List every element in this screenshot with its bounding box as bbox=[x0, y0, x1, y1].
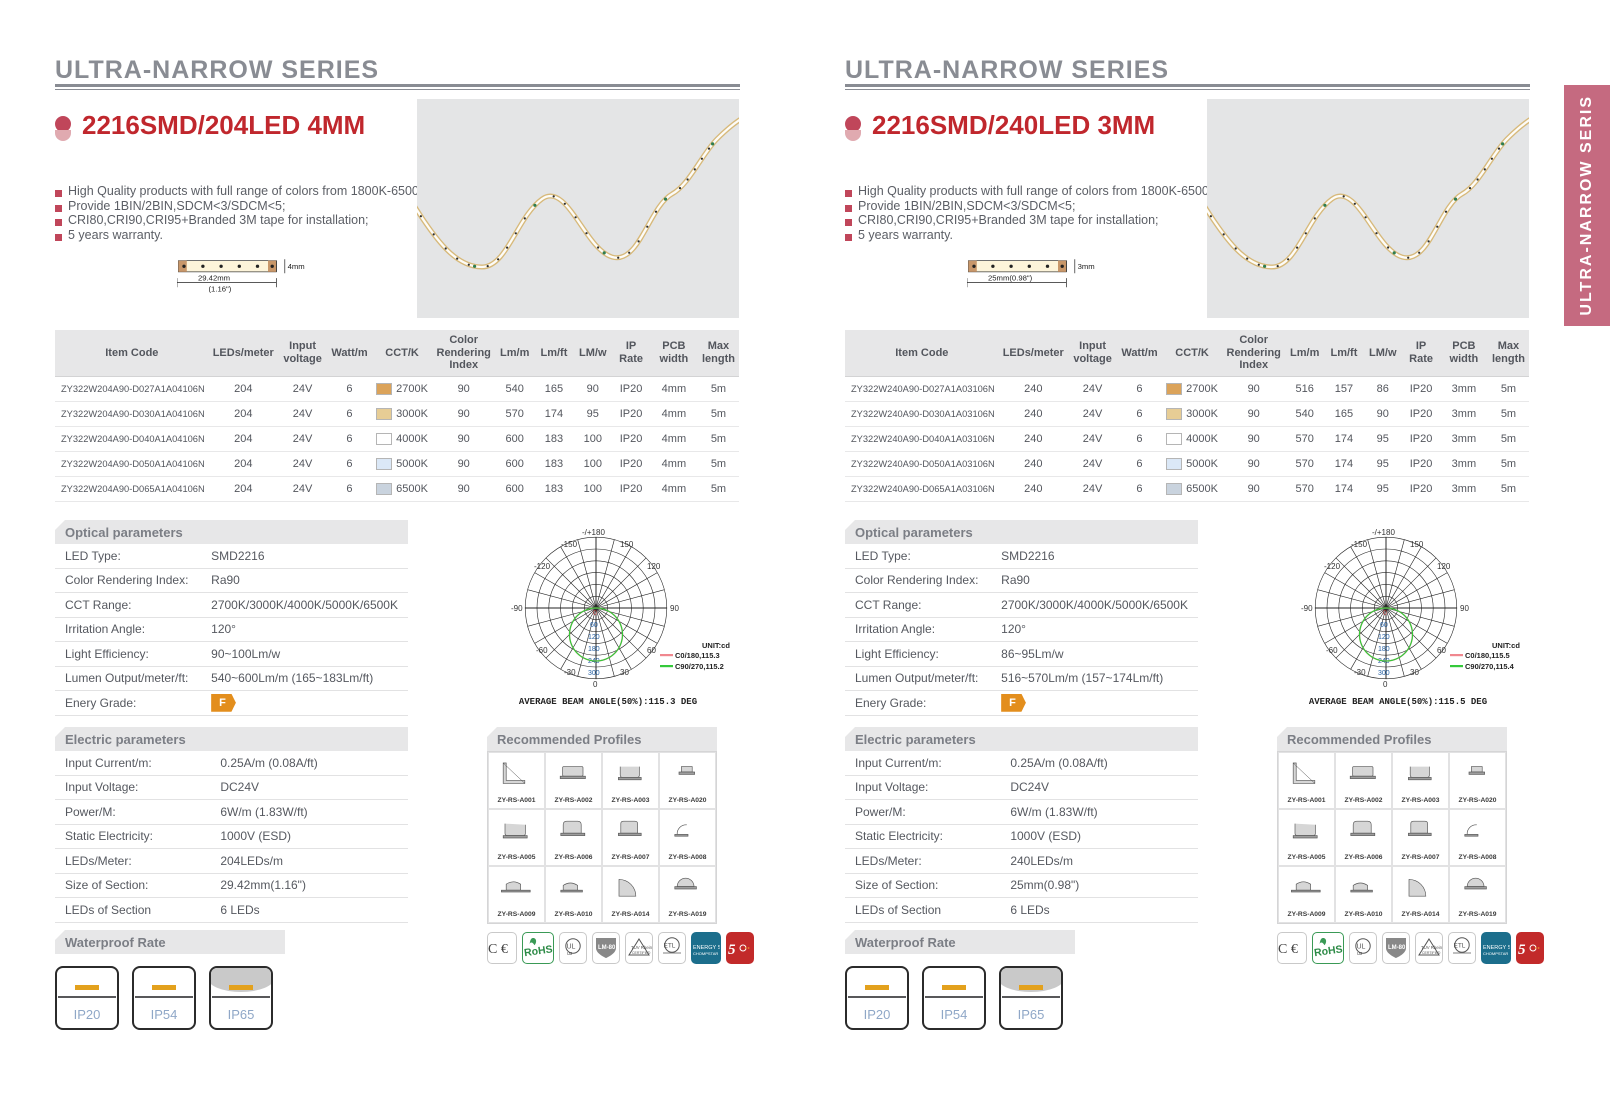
svg-text:-60: -60 bbox=[1326, 646, 1338, 655]
svg-text:ETL: ETL bbox=[664, 943, 676, 950]
svg-text:180: 180 bbox=[588, 646, 600, 653]
svg-text:150: 150 bbox=[620, 540, 634, 549]
svg-text:C0/180,115.5: C0/180,115.5 bbox=[1465, 651, 1510, 660]
svg-text:-150: -150 bbox=[561, 540, 578, 549]
svg-text:-30: -30 bbox=[1354, 668, 1366, 677]
svg-text:60: 60 bbox=[1437, 646, 1446, 655]
svg-text:0: 0 bbox=[593, 610, 597, 617]
svg-text:60: 60 bbox=[647, 646, 656, 655]
svg-text:UL: UL bbox=[1357, 944, 1366, 951]
svg-text:60: 60 bbox=[590, 622, 598, 629]
svg-text:C90/270,115.4: C90/270,115.4 bbox=[1465, 662, 1515, 671]
svg-text:CHOMPSTAR: CHOMPSTAR bbox=[1483, 951, 1508, 956]
svg-text:-90: -90 bbox=[511, 604, 523, 613]
svg-text:4mm: 4mm bbox=[288, 262, 305, 271]
svg-text:120: 120 bbox=[647, 562, 661, 571]
svg-text:25mm(0.98"): 25mm(0.98") bbox=[988, 273, 1033, 282]
svg-text:-30: -30 bbox=[564, 668, 576, 677]
svg-text:C €: C € bbox=[488, 942, 508, 957]
svg-text:5: 5 bbox=[728, 942, 736, 958]
svg-text:120: 120 bbox=[1437, 562, 1451, 571]
svg-text:-150: -150 bbox=[1351, 540, 1368, 549]
svg-text:30: 30 bbox=[620, 668, 629, 677]
svg-text:300: 300 bbox=[588, 670, 600, 677]
svg-text:CHOMPSTAR: CHOMPSTAR bbox=[693, 951, 718, 956]
svg-text:0: 0 bbox=[1383, 610, 1387, 617]
svg-text:0: 0 bbox=[1383, 680, 1388, 689]
svg-text:-/+180: -/+180 bbox=[582, 528, 605, 537]
svg-text:5: 5 bbox=[1518, 942, 1526, 958]
svg-text:C90/270,115.2: C90/270,115.2 bbox=[675, 662, 724, 671]
svg-text:-/+180: -/+180 bbox=[1372, 528, 1395, 537]
svg-text:C €: C € bbox=[1278, 942, 1298, 957]
svg-text:90: 90 bbox=[670, 604, 679, 613]
svg-text:LM-80: LM-80 bbox=[1388, 945, 1406, 951]
svg-text:AVERAGE BEAM ANGLE(50%):115.5: AVERAGE BEAM ANGLE(50%):115.5 DEG bbox=[1309, 697, 1487, 707]
svg-text:UNIT:cd: UNIT:cd bbox=[1492, 641, 1520, 650]
svg-text:TUV Rheinland: TUV Rheinland bbox=[631, 945, 652, 950]
svg-text:us: us bbox=[1357, 951, 1363, 957]
svg-text:LM-80: LM-80 bbox=[598, 945, 616, 951]
svg-text:29.42mm: 29.42mm bbox=[198, 273, 230, 282]
svg-text:C0/180,115.3: C0/180,115.3 bbox=[675, 651, 720, 660]
svg-text:-120: -120 bbox=[534, 562, 551, 571]
svg-text:(1.16"): (1.16") bbox=[209, 284, 232, 293]
svg-text:CERTIFIED: CERTIFIED bbox=[1422, 951, 1441, 955]
svg-text:us: us bbox=[567, 951, 573, 957]
svg-text:AVERAGE BEAM ANGLE(50%):115.3: AVERAGE BEAM ANGLE(50%):115.3 DEG bbox=[519, 697, 697, 707]
svg-text:TUV Rheinland: TUV Rheinland bbox=[1421, 945, 1442, 950]
svg-text:ETL: ETL bbox=[1454, 943, 1466, 950]
svg-text:300: 300 bbox=[1378, 670, 1390, 677]
svg-text:-60: -60 bbox=[536, 646, 548, 655]
svg-text:RoHS: RoHS bbox=[523, 943, 553, 959]
svg-text:3mm: 3mm bbox=[1078, 262, 1095, 271]
svg-text:RoHS: RoHS bbox=[1313, 943, 1343, 959]
svg-text:0: 0 bbox=[593, 680, 598, 689]
svg-text:-120: -120 bbox=[1324, 562, 1341, 571]
svg-text:UL: UL bbox=[567, 944, 576, 951]
svg-text:120: 120 bbox=[588, 634, 600, 641]
svg-text:120: 120 bbox=[1378, 634, 1390, 641]
svg-text:-90: -90 bbox=[1301, 604, 1313, 613]
svg-text:CERTIFIED: CERTIFIED bbox=[632, 951, 651, 955]
svg-text:UNIT:cd: UNIT:cd bbox=[702, 641, 730, 650]
svg-text:30: 30 bbox=[1410, 668, 1419, 677]
svg-text:180: 180 bbox=[1378, 646, 1390, 653]
svg-text:60: 60 bbox=[1380, 622, 1388, 629]
svg-text:150: 150 bbox=[1410, 540, 1424, 549]
svg-text:90: 90 bbox=[1460, 604, 1469, 613]
